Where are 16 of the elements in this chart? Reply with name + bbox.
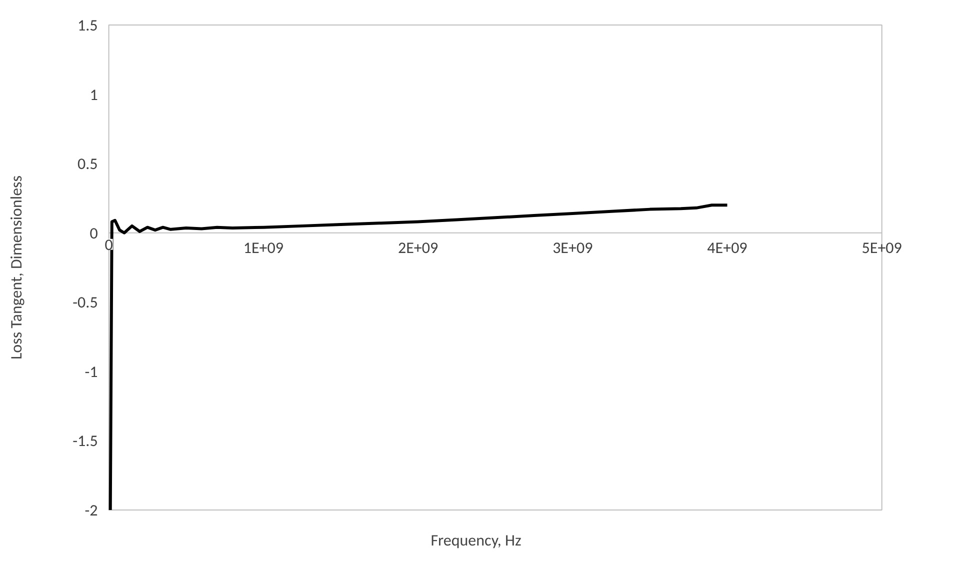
x-tick-label: 1E+09 bbox=[243, 238, 284, 258]
x-tick-label: 5E+09 bbox=[862, 238, 902, 258]
y-tick-label: -1.5 bbox=[72, 432, 98, 452]
y-tick-label: -1 bbox=[84, 362, 98, 382]
y-axis-title: Loss Tangent, Dimensionless bbox=[8, 175, 26, 360]
y-tick-label: 1.5 bbox=[78, 16, 98, 36]
x-tick-label: 4E+09 bbox=[707, 238, 748, 258]
x-tick-label: 2E+09 bbox=[398, 238, 438, 258]
y-tick-label: -0.5 bbox=[72, 294, 98, 313]
x-axis-title: Frequency, Hz bbox=[430, 532, 522, 550]
y-tick-label: 0 bbox=[90, 224, 98, 244]
x-tick-label: 0 bbox=[104, 236, 113, 255]
y-tick-label: 0.5 bbox=[78, 155, 98, 174]
x-tick-label: 3E+09 bbox=[552, 238, 593, 258]
y-tick-label: 1 bbox=[90, 86, 98, 105]
y-tick-label: -2 bbox=[84, 501, 98, 520]
